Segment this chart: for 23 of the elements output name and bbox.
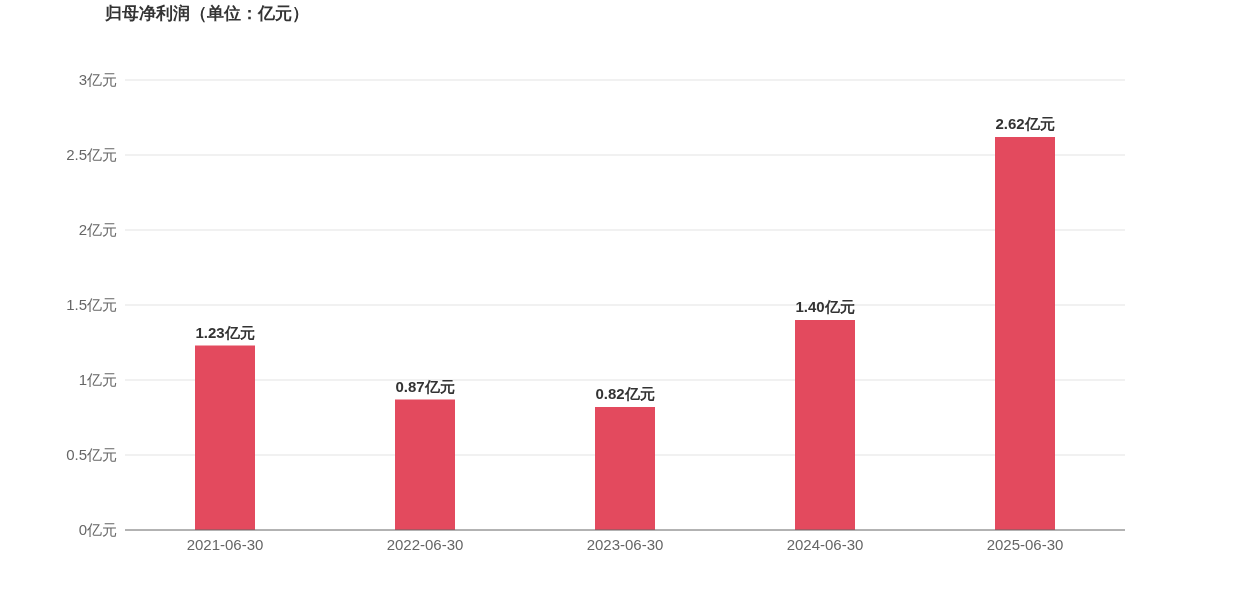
bar [995,137,1055,530]
data-label: 0.87亿元 [395,377,455,395]
x-tick-label: 2024-06-30 [786,536,864,553]
bar [595,407,655,530]
x-tick-label: 2021-06-30 [186,536,264,553]
y-tick-label: 0亿元 [78,521,117,539]
x-tick-label: 2022-06-30 [386,536,464,553]
data-label: 1.40亿元 [795,298,855,315]
y-tick-label: 1.5亿元 [66,296,117,314]
bar [795,320,855,530]
data-label: 1.23亿元 [195,323,255,341]
bar [395,399,455,530]
y-tick-label: 2亿元 [78,221,117,239]
bar [195,345,255,530]
y-tick-label: 2.5亿元 [66,146,117,164]
data-label: 2.62亿元 [995,115,1055,132]
y-tick-label: 1亿元 [78,371,117,389]
y-tick-label: 0.5亿元 [66,446,117,464]
y-tick-label: 3亿元 [78,71,117,89]
data-label: 0.82亿元 [595,385,655,402]
chart-title: 归母净利润（单位：亿元） [104,4,309,23]
x-tick-label: 2025-06-30 [986,536,1064,553]
x-tick-label: 2023-06-30 [586,536,664,553]
